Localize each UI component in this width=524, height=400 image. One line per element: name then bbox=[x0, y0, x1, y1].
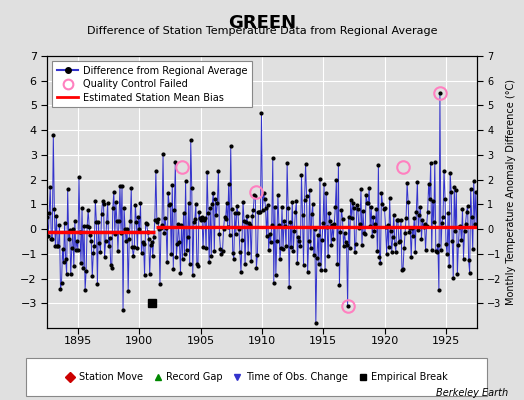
Text: Difference of Station Temperature Data from Regional Average: Difference of Station Temperature Data f… bbox=[87, 26, 437, 36]
Legend: Difference from Regional Average, Quality Control Failed, Estimated Station Mean: Difference from Regional Average, Qualit… bbox=[52, 61, 253, 107]
Legend: Station Move, Record Gap, Time of Obs. Change, Empirical Break: Station Move, Record Gap, Time of Obs. C… bbox=[62, 369, 451, 385]
FancyBboxPatch shape bbox=[26, 358, 487, 396]
Y-axis label: Monthly Temperature Anomaly Difference (°C): Monthly Temperature Anomaly Difference (… bbox=[506, 79, 516, 305]
Text: GREEN: GREEN bbox=[228, 14, 296, 32]
Text: Berkeley Earth: Berkeley Earth bbox=[436, 388, 508, 398]
